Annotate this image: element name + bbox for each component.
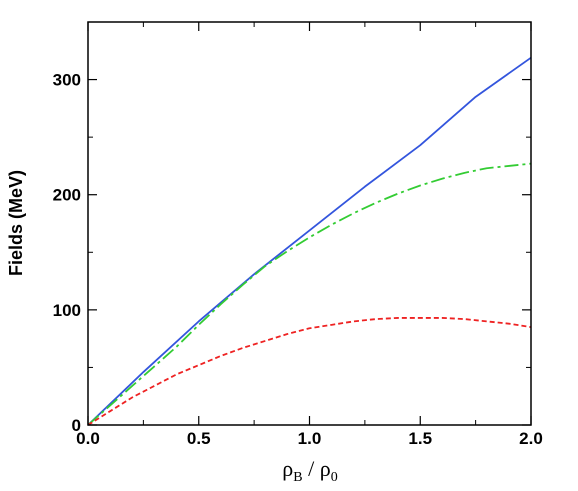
x-axis-title-separator: / [303,456,320,481]
green-dashdot-line [87,162,532,426]
y-tick-label: 300 [53,71,81,90]
y-tick-label: 200 [53,186,81,205]
y-tick-label: 100 [53,301,81,320]
blue-solid-line [87,56,532,426]
x-tick-label: 2.0 [519,429,543,448]
red-dashed-line [87,317,532,426]
x-axis-title-subscript-0: 0 [331,470,338,485]
y-tick-label: 0 [72,416,81,435]
x-axis-title: ρB / ρ0 [282,456,337,485]
y-axis-title: Fields (MeV) [6,170,26,276]
x-tick-label: 0.5 [187,429,211,448]
x-axis-title-rho-numerator: ρ [282,456,293,481]
plot-frame [87,21,532,426]
x-axis-title-rho-denominator: ρ [320,456,331,481]
x-tick-label: 1.0 [298,429,322,448]
x-axis-title-subscript-b: B [293,470,302,485]
ticks-layer: 0.0 0.5 1.0 1.5 2.0 0 100 200 300 [53,21,543,448]
x-tick-label: 1.5 [408,429,432,448]
series-layer [87,56,532,426]
x-tick-label: 0.0 [76,429,100,448]
